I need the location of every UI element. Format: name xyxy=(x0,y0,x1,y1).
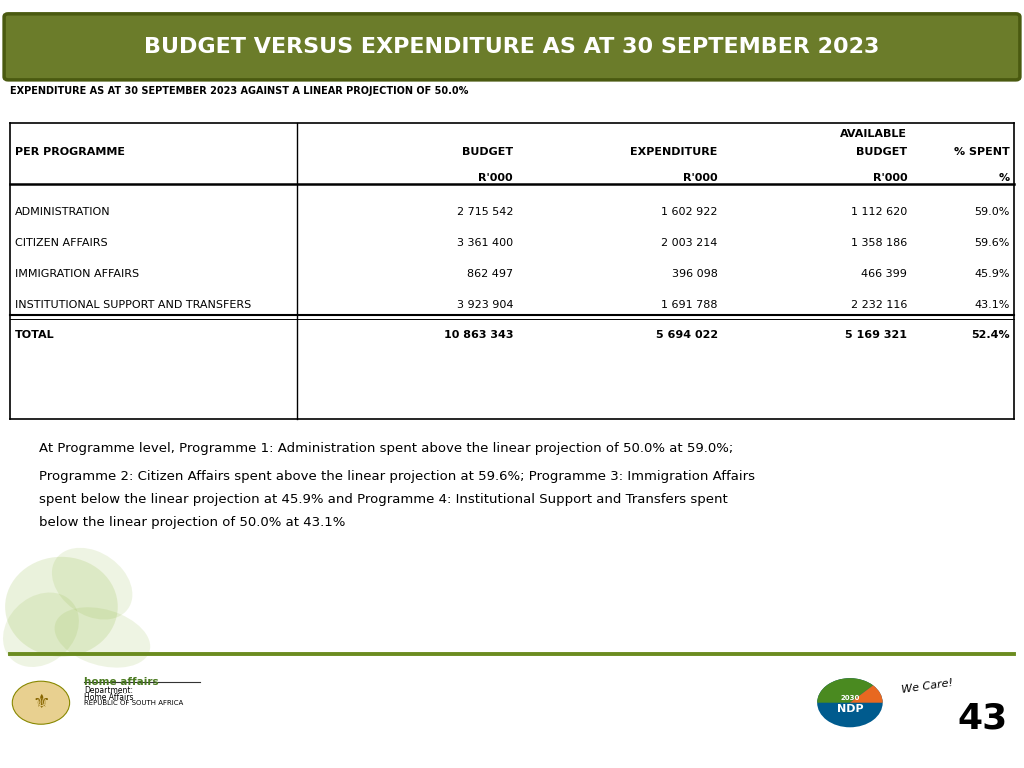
Text: spent below the linear projection at 45.9% and Programme 4: Institutional Suppor: spent below the linear projection at 45.… xyxy=(39,493,728,506)
Text: Programme 2: Citizen Affairs spent above the linear projection at 59.6%; Program: Programme 2: Citizen Affairs spent above… xyxy=(39,470,755,483)
Text: Department:: Department: xyxy=(84,686,133,695)
Ellipse shape xyxy=(3,593,79,667)
Ellipse shape xyxy=(54,607,151,667)
Wedge shape xyxy=(850,685,883,703)
Text: NDP: NDP xyxy=(837,703,863,714)
Text: 396 098: 396 098 xyxy=(672,269,718,279)
Text: R'000: R'000 xyxy=(683,173,718,183)
Text: 59.6%: 59.6% xyxy=(974,238,1010,248)
Text: 43.1%: 43.1% xyxy=(974,300,1010,310)
Text: 3 361 400: 3 361 400 xyxy=(457,238,513,248)
Text: 52.4%: 52.4% xyxy=(971,330,1010,340)
Text: 1 691 788: 1 691 788 xyxy=(662,300,718,310)
Text: ⚜: ⚜ xyxy=(32,694,50,712)
Text: 3 923 904: 3 923 904 xyxy=(457,300,513,310)
Text: 45.9%: 45.9% xyxy=(974,269,1010,279)
Text: 5 169 321: 5 169 321 xyxy=(845,330,907,340)
Text: ADMINISTRATION: ADMINISTRATION xyxy=(15,207,111,217)
Text: 2 232 116: 2 232 116 xyxy=(851,300,907,310)
Text: We Care!: We Care! xyxy=(901,677,954,694)
Text: 10 863 343: 10 863 343 xyxy=(443,330,513,340)
Text: CITIZEN AFFAIRS: CITIZEN AFFAIRS xyxy=(15,238,108,248)
Text: %: % xyxy=(998,173,1010,183)
Ellipse shape xyxy=(52,548,132,620)
Text: AVAILABLE: AVAILABLE xyxy=(841,129,907,139)
Ellipse shape xyxy=(5,557,118,657)
Text: R'000: R'000 xyxy=(872,173,907,183)
Text: 2 003 214: 2 003 214 xyxy=(662,238,718,248)
Text: 466 399: 466 399 xyxy=(861,269,907,279)
Text: 59.0%: 59.0% xyxy=(974,207,1010,217)
Text: 1 112 620: 1 112 620 xyxy=(851,207,907,217)
Circle shape xyxy=(817,678,883,727)
Text: 2 715 542: 2 715 542 xyxy=(457,207,513,217)
Text: 1 358 186: 1 358 186 xyxy=(851,238,907,248)
Text: 1 602 922: 1 602 922 xyxy=(662,207,718,217)
Text: 5 694 022: 5 694 022 xyxy=(655,330,718,340)
Text: IMMIGRATION AFFAIRS: IMMIGRATION AFFAIRS xyxy=(15,269,139,279)
Circle shape xyxy=(12,681,70,724)
Text: INSTITUTIONAL SUPPORT AND TRANSFERS: INSTITUTIONAL SUPPORT AND TRANSFERS xyxy=(15,300,252,310)
Wedge shape xyxy=(817,678,873,703)
Text: home affairs: home affairs xyxy=(84,677,159,687)
Text: BUDGET VERSUS EXPENDITURE AS AT 30 SEPTEMBER 2023: BUDGET VERSUS EXPENDITURE AS AT 30 SEPTE… xyxy=(144,37,880,57)
Text: 2030: 2030 xyxy=(841,695,859,701)
Text: EXPENDITURE: EXPENDITURE xyxy=(631,147,718,157)
Text: BUDGET: BUDGET xyxy=(856,147,907,157)
Text: below the linear projection of 50.0% at 43.1%: below the linear projection of 50.0% at … xyxy=(39,516,345,529)
Text: 862 497: 862 497 xyxy=(467,269,513,279)
Text: REPUBLIC OF SOUTH AFRICA: REPUBLIC OF SOUTH AFRICA xyxy=(84,700,183,706)
Text: EXPENDITURE AS AT 30 SEPTEMBER 2023 AGAINST A LINEAR PROJECTION OF 50.0%: EXPENDITURE AS AT 30 SEPTEMBER 2023 AGAI… xyxy=(10,86,469,96)
Text: % SPENT: % SPENT xyxy=(954,147,1010,157)
Text: TOTAL: TOTAL xyxy=(15,330,55,340)
Text: At Programme level, Programme 1: Administration spent above the linear projectio: At Programme level, Programme 1: Adminis… xyxy=(39,442,733,455)
Text: Home Affairs: Home Affairs xyxy=(84,693,133,702)
Text: R'000: R'000 xyxy=(478,173,513,183)
Text: 43: 43 xyxy=(957,701,1009,735)
FancyBboxPatch shape xyxy=(4,14,1020,80)
Text: BUDGET: BUDGET xyxy=(462,147,513,157)
Text: PER PROGRAMME: PER PROGRAMME xyxy=(15,147,125,157)
